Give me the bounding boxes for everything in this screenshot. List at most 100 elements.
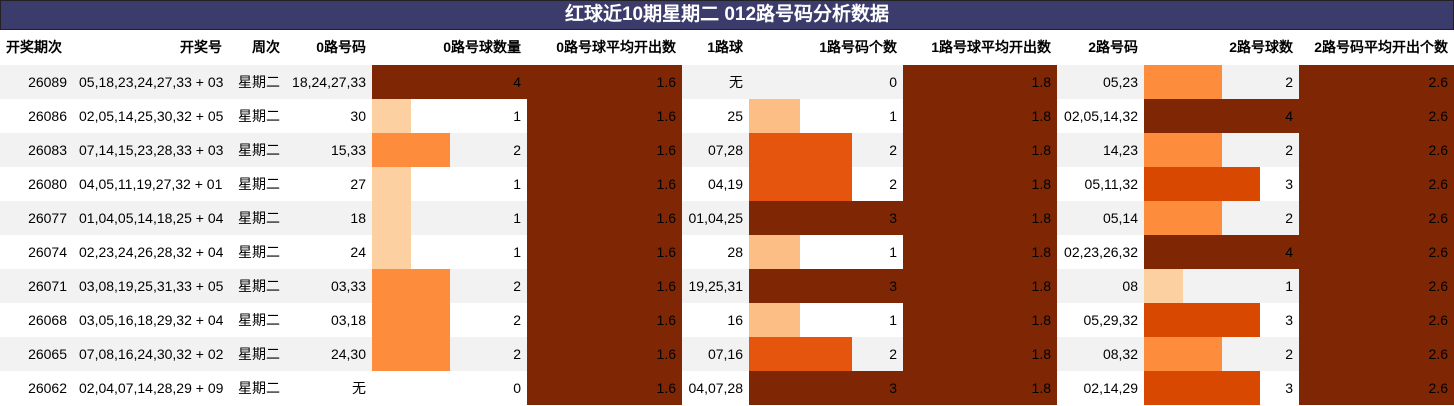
column-header: 1路号码个数 bbox=[819, 39, 897, 55]
table-cell: 2.6 bbox=[1299, 269, 1454, 303]
cell-text: 02,04,07,14,28,29 + 09 bbox=[79, 380, 224, 396]
table-cell: 05,11,32 bbox=[1057, 167, 1144, 201]
cell-text: 05,14 bbox=[1102, 210, 1138, 226]
data-bar bbox=[749, 269, 903, 303]
cell-text: 星期二 bbox=[238, 278, 280, 294]
cell-text: 4 bbox=[513, 74, 521, 90]
column-header: 开奖期次 bbox=[6, 39, 62, 55]
data-bar bbox=[1144, 235, 1299, 269]
data-bar bbox=[372, 337, 450, 371]
table-cell: 26083 bbox=[0, 133, 73, 167]
cell-text: 2 bbox=[513, 142, 521, 158]
data-bar bbox=[1144, 99, 1299, 133]
cell-text: 4 bbox=[1285, 244, 1293, 260]
data-bar bbox=[749, 371, 903, 405]
cell-text: 1 bbox=[513, 108, 521, 124]
column-header: 1路号球平均开出数 bbox=[931, 39, 1051, 55]
table-cell: 0 bbox=[749, 65, 903, 99]
table-cell: 2 bbox=[749, 337, 903, 371]
table-cell: 1.8 bbox=[903, 99, 1057, 133]
cell-text: 1 bbox=[889, 108, 897, 124]
cell-text: 1 bbox=[513, 244, 521, 260]
table-cell: 01,04,25 bbox=[682, 201, 749, 235]
data-bar bbox=[903, 269, 1057, 303]
cell-text: 星期二 bbox=[238, 176, 280, 192]
cell-text: 07,16 bbox=[707, 346, 743, 362]
cell-text: 07,08,16,24,30,32 + 02 bbox=[79, 346, 224, 362]
table-cell: 03,05,16,18,29,32 + 04 bbox=[73, 303, 228, 337]
cell-text: 30 bbox=[350, 108, 366, 124]
cell-text: 无 bbox=[352, 380, 366, 396]
cell-text: 1.8 bbox=[1031, 210, 1051, 226]
table-cell: 08 bbox=[1057, 269, 1144, 303]
cell-text: 08,32 bbox=[1102, 346, 1138, 362]
table-cell: 4 bbox=[372, 65, 527, 99]
data-bar bbox=[1144, 371, 1261, 405]
table-cell: 2 bbox=[1144, 201, 1299, 235]
table-cell: 1.6 bbox=[527, 167, 682, 201]
cell-text: 星期二 bbox=[238, 210, 280, 226]
table-cell: 1.8 bbox=[903, 65, 1057, 99]
table-cell: 星期二 bbox=[228, 167, 286, 201]
data-bar bbox=[527, 167, 682, 201]
data-bar bbox=[1299, 235, 1454, 269]
table-cell: 1.6 bbox=[527, 99, 682, 133]
data-bar bbox=[1144, 167, 1261, 201]
table-cell: 1.8 bbox=[903, 303, 1057, 337]
table-cell: 2 bbox=[372, 337, 527, 371]
cell-text: 2.6 bbox=[1428, 176, 1448, 192]
cell-text: 1 bbox=[889, 244, 897, 260]
table-cell: 1.6 bbox=[527, 337, 682, 371]
data-bar bbox=[372, 201, 411, 235]
cell-text: 27 bbox=[350, 176, 366, 192]
data-bar bbox=[749, 337, 852, 371]
data-bar bbox=[1299, 337, 1454, 371]
cell-text: 03,08,19,25,31,33 + 05 bbox=[79, 278, 224, 294]
cell-text: 3 bbox=[889, 210, 897, 226]
cell-text: 07,14,15,23,28,33 + 03 bbox=[79, 142, 224, 158]
column-header: 周次 bbox=[252, 39, 280, 55]
cell-text: 02,23,26,32 bbox=[1064, 244, 1138, 260]
cell-text: 2.6 bbox=[1428, 346, 1448, 362]
cell-text: 26065 bbox=[28, 346, 67, 362]
cell-text: 1.6 bbox=[656, 74, 676, 90]
cell-text: 2 bbox=[1285, 346, 1293, 362]
cell-text: 2 bbox=[1285, 210, 1293, 226]
cell-text: 24 bbox=[350, 244, 366, 260]
cell-text: 18,24,27,33 bbox=[292, 74, 366, 90]
table-cell: 26077 bbox=[0, 201, 73, 235]
cell-text: 2.6 bbox=[1428, 74, 1448, 90]
data-bar bbox=[527, 269, 682, 303]
cell-text: 1.8 bbox=[1031, 108, 1051, 124]
data-bar bbox=[749, 167, 852, 201]
cell-text: 1.8 bbox=[1031, 74, 1051, 90]
data-bar bbox=[1144, 337, 1222, 371]
table-cell: 无 bbox=[286, 371, 372, 405]
data-bar bbox=[1299, 201, 1454, 235]
column-header: 1路球 bbox=[707, 39, 743, 55]
cell-text: 2 bbox=[513, 278, 521, 294]
cell-text: 02,05,14,32 bbox=[1064, 108, 1138, 124]
cell-text: 26080 bbox=[28, 176, 67, 192]
data-bar bbox=[527, 133, 682, 167]
data-bar bbox=[903, 235, 1057, 269]
table-cell: 2 bbox=[1144, 337, 1299, 371]
data-bar bbox=[903, 371, 1057, 405]
column-header: 0路号球平均开出数 bbox=[556, 39, 676, 55]
table-cell: 星期二 bbox=[228, 201, 286, 235]
cell-text: 05,18,23,24,27,33 + 03 bbox=[79, 74, 224, 90]
cell-text: 26074 bbox=[28, 244, 67, 260]
cell-text: 14,23 bbox=[1102, 142, 1138, 158]
cell-text: 2.6 bbox=[1428, 142, 1448, 158]
table-cell: 02,05,14,25,30,32 + 05 bbox=[73, 99, 228, 133]
data-bar bbox=[1144, 269, 1183, 303]
table-cell: 星期二 bbox=[228, 337, 286, 371]
data-bar bbox=[527, 201, 682, 235]
table-cell: 03,18 bbox=[286, 303, 372, 337]
cell-text: 0 bbox=[889, 74, 897, 90]
table-cell: 26089 bbox=[0, 65, 73, 99]
data-bar bbox=[1299, 303, 1454, 337]
cell-text: 03,18 bbox=[330, 312, 366, 328]
table-cell: 4 bbox=[1144, 99, 1299, 133]
cell-text: 4 bbox=[1285, 108, 1293, 124]
